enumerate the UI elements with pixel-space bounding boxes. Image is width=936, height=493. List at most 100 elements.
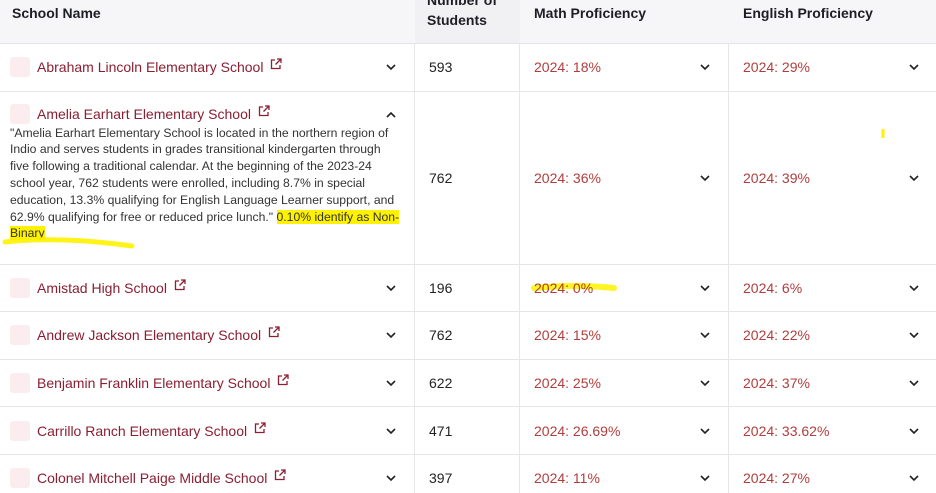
math-cell: 2024: 26.69% <box>520 407 729 454</box>
english-proficiency: 2024: 29% <box>743 59 810 76</box>
name-cell: Amistad High School <box>0 264 415 312</box>
external-link-icon[interactable] <box>274 469 286 481</box>
chevron[interactable] <box>385 331 397 339</box>
english-cell: 2024: 37% <box>729 360 936 407</box>
table-row: Carrillo Ranch Elementary School 471 2024:… <box>0 407 936 455</box>
math-proficiency: 2024: 36% <box>534 169 601 186</box>
students-cell: 762 <box>415 91 520 264</box>
name-cell: Abraham Lincoln Elementary School <box>0 44 415 91</box>
students-cell: 397 <box>415 455 520 493</box>
chevron[interactable] <box>385 284 397 292</box>
math-proficiency: 2024: 25% <box>534 375 601 392</box>
chevron[interactable] <box>699 379 711 387</box>
chevron[interactable] <box>908 63 920 71</box>
row-checkbox[interactable] <box>10 325 30 346</box>
row-checkbox[interactable] <box>10 468 30 489</box>
school-name: Andrew Jackson Elementary School <box>37 327 262 344</box>
math-proficiency: 2024: 11% <box>534 470 600 487</box>
students-cell: 471 <box>415 407 520 454</box>
name-cell: Benjamin Franklin Elementary School <box>0 359 415 407</box>
row-checkbox[interactable] <box>10 57 30 78</box>
chevron[interactable] <box>699 331 711 339</box>
english-proficiency: 2024: 6% <box>743 279 803 296</box>
chevron[interactable] <box>385 111 397 119</box>
chevron[interactable] <box>908 331 920 339</box>
external-link-icon[interactable] <box>270 58 283 70</box>
english-cell: 2024: 6% <box>729 265 936 312</box>
english-cell: 2024: 33.62% <box>729 407 936 454</box>
chevron[interactable] <box>908 174 920 182</box>
math-cell: 2024: 0% <box>520 264 729 312</box>
table-row: Amelia Earhart Elementary School "Amelia … <box>0 91 936 265</box>
student-count: 762 <box>429 169 453 186</box>
name-cell: Carrillo Ranch Elementary School <box>0 407 415 454</box>
header-cell: Math Proficiency <box>520 0 729 44</box>
school-link[interactable]: Colonel Mitchell Paige Middle School <box>37 469 286 486</box>
name-cell: Andrew Jackson Elementary School <box>0 312 415 359</box>
student-count: 593 <box>429 59 453 76</box>
math-proficiency: 2024: 18% <box>534 59 601 76</box>
english-cell: 2024: 29% <box>729 44 936 91</box>
math-proficiency: 2024: 0% <box>534 279 594 296</box>
table-row: Amistad High School 196 2024: 0% 2024: 6% <box>0 264 936 313</box>
school-name: Abraham Lincoln Elementary School <box>37 59 264 76</box>
table-row: Abraham Lincoln Elementary School 593 2024… <box>0 44 936 92</box>
table-row: Andrew Jackson Elementary School 762 2024:… <box>0 312 936 360</box>
school-name: Colonel Mitchell Paige Middle School <box>37 470 268 487</box>
chevron[interactable] <box>908 284 920 292</box>
school-link[interactable]: Benjamin Franklin Elementary School <box>37 374 290 392</box>
school-name: Amelia Earhart Elementary School <box>37 105 251 122</box>
english-cell: 2024: 27% <box>729 455 936 493</box>
english-proficiency: 2024: 22% <box>743 327 810 344</box>
chevron[interactable] <box>699 174 711 182</box>
external-link-icon[interactable] <box>254 422 266 434</box>
chevron[interactable] <box>699 63 711 71</box>
header-cell: Number of Students <box>415 0 520 44</box>
school-link[interactable]: Amistad High School <box>37 279 186 296</box>
external-link-icon[interactable] <box>174 279 186 291</box>
school-link[interactable]: Andrew Jackson Elementary School <box>37 326 280 343</box>
math-cell: 2024: 15% <box>520 312 729 359</box>
chevron[interactable] <box>385 379 397 387</box>
header-text: Math Proficiency <box>534 5 647 21</box>
math-proficiency: 2024: 26.69% <box>534 422 621 439</box>
school-name: Benjamin Franklin Elementary School <box>37 375 271 392</box>
external-link-icon[interactable] <box>268 326 280 338</box>
student-count: 196 <box>429 279 453 296</box>
header-text: Number of Students <box>427 0 497 28</box>
students-cell: 593 <box>415 44 520 91</box>
student-count: 471 <box>429 422 453 439</box>
english-cell: 2024: 39% <box>729 92 936 264</box>
chevron[interactable] <box>385 63 397 71</box>
external-link-icon[interactable] <box>258 104 270 117</box>
student-count: 762 <box>429 327 453 344</box>
chevron[interactable] <box>699 284 711 292</box>
chevron[interactable] <box>908 379 920 387</box>
school-link[interactable]: Carrillo Ranch Elementary School <box>37 422 266 439</box>
school-name: Amistad High School <box>37 279 167 296</box>
school-link[interactable]: Amelia Earhart Elementary School <box>37 104 270 122</box>
chevron[interactable] <box>699 427 711 435</box>
row-checkbox[interactable] <box>10 420 30 441</box>
name-cell: Amelia Earhart Elementary School "Amelia … <box>0 91 415 264</box>
english-proficiency: 2024: 33.62% <box>743 422 830 439</box>
row-checkbox[interactable] <box>10 103 30 124</box>
chevron[interactable] <box>385 474 397 482</box>
math-cell: 2024: 25% <box>520 359 729 407</box>
chevron[interactable] <box>385 427 397 435</box>
chevron[interactable] <box>699 474 711 482</box>
school-link[interactable]: Abraham Lincoln Elementary School <box>37 58 283 76</box>
row-checkbox[interactable] <box>10 277 30 298</box>
english-proficiency: 2024: 27% <box>743 470 810 487</box>
english-proficiency: 2024: 37% <box>743 375 810 392</box>
description-text: "Amelia Earhart Elementary School is loc… <box>10 125 395 224</box>
math-cell: 2024: 11% <box>520 455 729 493</box>
chevron[interactable] <box>908 427 920 435</box>
header-text: School Name <box>12 5 101 21</box>
chevron[interactable] <box>908 474 920 482</box>
external-link-icon[interactable] <box>277 374 290 386</box>
math-cell: 2024: 36% <box>520 91 729 264</box>
row-checkbox[interactable] <box>10 373 30 394</box>
